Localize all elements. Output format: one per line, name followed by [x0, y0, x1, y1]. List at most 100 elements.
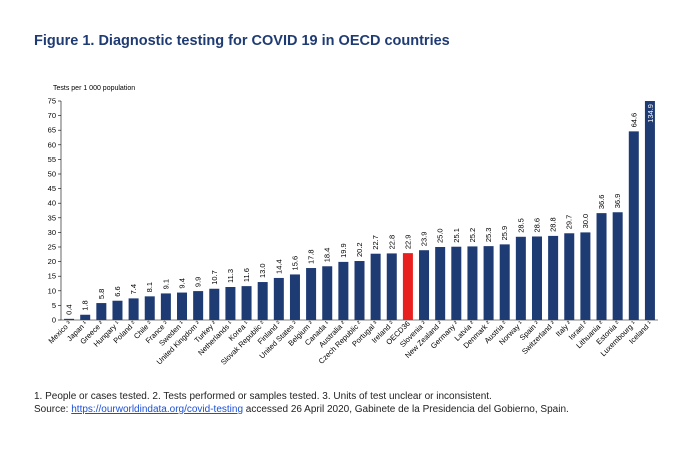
value-label: 7.4 [129, 284, 138, 294]
y-axis-label: Tests per 1 000 population [53, 85, 135, 92]
value-label: 9.1 [161, 279, 170, 289]
y-tick-label: 75 [48, 97, 56, 106]
y-tick-label: 20 [48, 257, 56, 266]
value-label: 28.6 [532, 218, 541, 233]
value-label: 15.6 [290, 256, 299, 271]
bar [435, 247, 446, 320]
value-label: 25.1 [452, 228, 461, 243]
y-tick-label: 10 [48, 286, 56, 295]
footnote: 1. People or cases tested. 2. Tests perf… [34, 391, 492, 402]
value-label: 9.4 [178, 278, 187, 288]
value-label: 19.9 [339, 243, 348, 258]
bar [612, 212, 623, 320]
bar [548, 235, 559, 320]
y-tick-label: 70 [48, 111, 56, 120]
bar [628, 131, 639, 320]
value-label: 22.8 [387, 235, 396, 250]
bar [177, 292, 188, 320]
bar [386, 253, 397, 320]
value-labels: 0.4 1.8 5.8 6.6 7.4 8.1 9.1 9.4 9.9 10.7 11.3 11.6 1… [65, 104, 655, 315]
value-label: 23.9 [420, 232, 429, 247]
notes: 1. People or cases tested. 2. Tests perf… [34, 390, 569, 416]
bar [64, 318, 75, 320]
bar [322, 266, 333, 320]
bar [112, 300, 123, 320]
value-label: 1.8 [81, 300, 90, 310]
value-label: 25.9 [500, 226, 509, 241]
bar [499, 244, 510, 320]
value-label: 25.3 [484, 228, 493, 243]
value-label: 36.9 [613, 194, 622, 209]
value-label: 17.8 [307, 249, 316, 264]
bar [144, 296, 155, 320]
value-label: 13.0 [258, 263, 267, 278]
y-tick-label: 5 [52, 301, 56, 310]
bar [257, 282, 268, 320]
bar [209, 288, 220, 320]
value-label: 22.7 [371, 235, 380, 250]
y-tick-label: 15 [48, 272, 56, 281]
value-label: 20.2 [355, 242, 364, 257]
bar [289, 274, 300, 320]
value-label: 18.4 [323, 248, 332, 263]
y-tick-label: 65 [48, 126, 56, 135]
y-tick-label: 55 [48, 155, 56, 164]
value-label: 6.6 [113, 286, 122, 296]
bar [515, 236, 526, 320]
value-label: 25.0 [436, 228, 445, 243]
bar [354, 261, 365, 320]
value-label: 22.9 [403, 235, 412, 250]
bar [402, 253, 413, 320]
value-label: 64.6 [629, 113, 638, 128]
value-label: 0.4 [65, 304, 74, 314]
bar [306, 268, 317, 320]
value-label: 134.9 [646, 104, 655, 123]
bar [80, 314, 91, 320]
value-label: 29.7 [565, 215, 574, 230]
bar [96, 303, 107, 320]
bar-chart: Tests per 1 000 population 0 5 10 15 20 25 30 3… [47, 85, 658, 367]
bar [564, 233, 575, 320]
value-label: 9.9 [194, 277, 203, 287]
value-label: 14.4 [274, 259, 283, 274]
value-label: 25.2 [468, 228, 477, 243]
y-tick-label: 50 [48, 170, 56, 179]
bar [580, 232, 591, 320]
bar [225, 287, 236, 320]
bar [273, 277, 284, 320]
y-tick-label: 60 [48, 140, 56, 149]
y-tick-label: 35 [48, 213, 56, 222]
source-suffix: accessed 26 April 2020, Gabinete de la P… [243, 404, 569, 415]
bar [338, 261, 349, 320]
source-line: Source: https://ourworldindata.org/covid… [34, 403, 569, 416]
y-tick-label: 0 [52, 316, 56, 325]
bar [128, 298, 139, 320]
figure-title: Figure 1. Diagnostic testing for COVID 1… [34, 33, 450, 49]
bar [160, 293, 171, 320]
bar [419, 250, 430, 320]
y-tick-label: 45 [48, 184, 56, 193]
value-label: 8.1 [145, 282, 154, 292]
bar [483, 246, 494, 320]
value-label: 28.8 [549, 217, 558, 232]
y-tick-label: 40 [48, 199, 56, 208]
value-label: 36.6 [597, 195, 606, 210]
bar [370, 253, 381, 320]
y-tick-label: 30 [48, 228, 56, 237]
bar [596, 213, 607, 320]
value-label: 28.5 [516, 218, 525, 233]
bar [451, 246, 462, 320]
bars [64, 101, 655, 320]
source-prefix: Source: [34, 404, 72, 415]
source-link[interactable]: https://ourworldindata.org/covid-testing [71, 404, 244, 415]
value-label: 11.6 [242, 268, 251, 282]
value-label: 5.8 [97, 289, 106, 299]
bar [241, 286, 252, 320]
bar [644, 101, 655, 320]
y-tick-label: 25 [48, 243, 56, 252]
bar [193, 291, 204, 320]
value-label: 11.3 [226, 269, 235, 283]
value-label: 30.0 [581, 214, 590, 229]
bar [531, 236, 542, 320]
